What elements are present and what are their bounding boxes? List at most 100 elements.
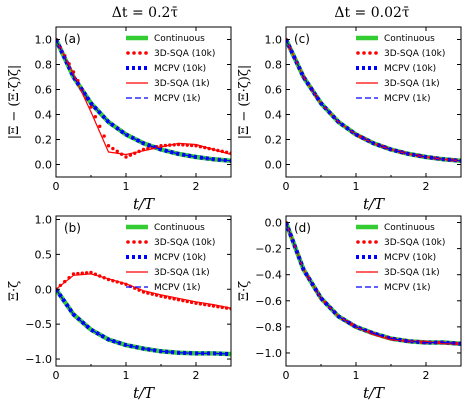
legend-entry: MCPV (10k)	[154, 64, 206, 74]
y-tick-label: 1.0	[265, 34, 283, 47]
x-tick-label: 1	[123, 180, 130, 193]
data-point	[124, 155, 128, 159]
series-line-sqa1k	[56, 273, 231, 309]
legend-entry: 3D-SQA (1k)	[384, 268, 440, 278]
y-axis-label: |Ξ − (Ξ·ζ)ζ|	[237, 65, 252, 140]
y-tick-label: 0.0	[35, 159, 53, 172]
y-tick-label: −0.8	[255, 321, 282, 334]
panel-c: 0 1 2 0.0 0.2 0.4 0.6 0.8 1.0 t/T |Ξ − (Ξ·ζ)ζ| (c) C…	[237, 26, 462, 213]
y-tick-label: −0.2	[255, 243, 282, 256]
column-title-right: Δt = 0.02τ̄	[334, 5, 410, 21]
legend-entry: Continuous	[384, 223, 435, 233]
series-line-mcpv1k	[286, 222, 461, 345]
y-tick-label: 0.6	[35, 84, 53, 97]
x-axis-label: t/T	[133, 384, 155, 402]
legend-marker	[362, 240, 366, 244]
legend-entry: Continuous	[154, 34, 205, 44]
y-axis-label: Ξ·ζ	[237, 281, 252, 301]
x-tick-label: 1	[123, 369, 130, 382]
y-axis-label: |Ξ − (Ξ·ζ)ζ|	[7, 65, 22, 140]
legend-marker	[138, 51, 142, 55]
legend-entry: MCPV (1k)	[384, 94, 430, 104]
axes-frame	[55, 26, 232, 178]
x-tick-label: 2	[193, 180, 200, 193]
y-tick-label: −1.0	[25, 353, 52, 366]
legend-entry: 3D-SQA (1k)	[384, 79, 440, 89]
legend-marker	[126, 240, 130, 244]
data-point	[111, 146, 115, 151]
x-tick-label: 2	[423, 180, 430, 193]
x-axis-label: t/T	[133, 195, 155, 213]
legend-entry: 3D-SQA (10k)	[154, 49, 215, 59]
axes-frame	[55, 215, 232, 367]
axes-frame	[285, 215, 462, 367]
y-tick-label: 0.5	[35, 248, 53, 261]
y-tick-label: 0.4	[35, 109, 53, 122]
panel-label: (c)	[294, 32, 310, 46]
legend-entry: Continuous	[384, 34, 435, 44]
x-tick-label: 2	[193, 369, 200, 382]
panel-label: (d)	[294, 221, 311, 235]
legend-marker	[144, 240, 148, 244]
legend-marker	[368, 51, 372, 55]
x-tick-label: 0	[53, 180, 60, 193]
legend-marker	[132, 240, 136, 244]
legend-marker	[356, 51, 360, 55]
y-tick-label: 0.2	[35, 134, 53, 147]
x-tick-label: 1	[353, 369, 360, 382]
legend-entry: MCPV (10k)	[384, 253, 436, 263]
legend-entry: MCPV (1k)	[154, 94, 200, 104]
y-tick-label: 0.0	[265, 159, 283, 172]
panel-label: (b)	[64, 221, 81, 235]
x-tick-label: 1	[353, 180, 360, 193]
data-point	[102, 134, 106, 138]
legend-entry: 3D-SQA (1k)	[154, 79, 210, 89]
legend-marker	[138, 240, 142, 244]
x-tick-label: 2	[423, 369, 430, 382]
y-tick-label: −0.5	[25, 318, 52, 331]
y-tick-label: 0.0	[265, 217, 283, 230]
y-tick-label: 0.8	[35, 59, 53, 72]
panel-d: 0 1 2 −1.0 −0.8 −0.6 −0.4 −0.2 0.0 t/T Ξ·ζ (d) Conti…	[237, 215, 462, 402]
legend-marker	[144, 51, 148, 55]
legend-entry: MCPV (10k)	[154, 253, 206, 263]
x-axis-label: t/T	[363, 195, 385, 213]
legend-entry: 3D-SQA (10k)	[384, 49, 445, 59]
legend-entry: MCPV (1k)	[384, 283, 430, 293]
y-tick-label: 0.6	[265, 84, 283, 97]
x-tick-label: 0	[53, 369, 60, 382]
legend-entry: MCPV (10k)	[384, 64, 436, 74]
data-point	[89, 270, 93, 275]
data-point	[89, 105, 93, 109]
panel-label: (a)	[64, 32, 81, 46]
panel-b: 0 1 2 −1.0 −0.5 0.0 0.5 1.0 t/T Ξ·ζ (b) Continuous 3…	[7, 213, 232, 402]
data-point	[106, 144, 111, 148]
series-line-mcpv1k	[286, 39, 461, 162]
series-line-sqa1k	[56, 39, 231, 156]
legend-marker	[374, 240, 378, 244]
data-point	[98, 124, 102, 129]
y-tick-label: 0.8	[265, 59, 283, 72]
legend-marker	[356, 240, 360, 244]
series-line-mcpv1k	[56, 39, 231, 162]
y-tick-label: −0.4	[255, 269, 282, 282]
legend-entry: Continuous	[154, 223, 205, 233]
legend-entry: MCPV (1k)	[154, 283, 200, 293]
x-axis-label: t/T	[363, 384, 385, 402]
x-tick-label: 0	[283, 180, 290, 193]
legend-marker	[374, 51, 378, 55]
legend-entry: 3D-SQA (10k)	[384, 238, 445, 248]
legend-marker	[368, 240, 372, 244]
legend-marker	[132, 51, 136, 55]
legend-marker	[126, 51, 130, 55]
y-tick-label: −0.6	[255, 295, 282, 308]
x-tick-label: 0	[283, 369, 290, 382]
y-tick-label: 1.0	[35, 34, 53, 47]
column-title-left: Δt = 0.2τ̄	[112, 5, 179, 21]
axes-frame	[285, 26, 462, 178]
y-tick-label: 0.4	[265, 109, 283, 122]
legend-entry: 3D-SQA (10k)	[154, 238, 215, 248]
y-axis-label: Ξ·ζ	[7, 281, 22, 301]
y-tick-label: 1.0	[35, 213, 53, 226]
